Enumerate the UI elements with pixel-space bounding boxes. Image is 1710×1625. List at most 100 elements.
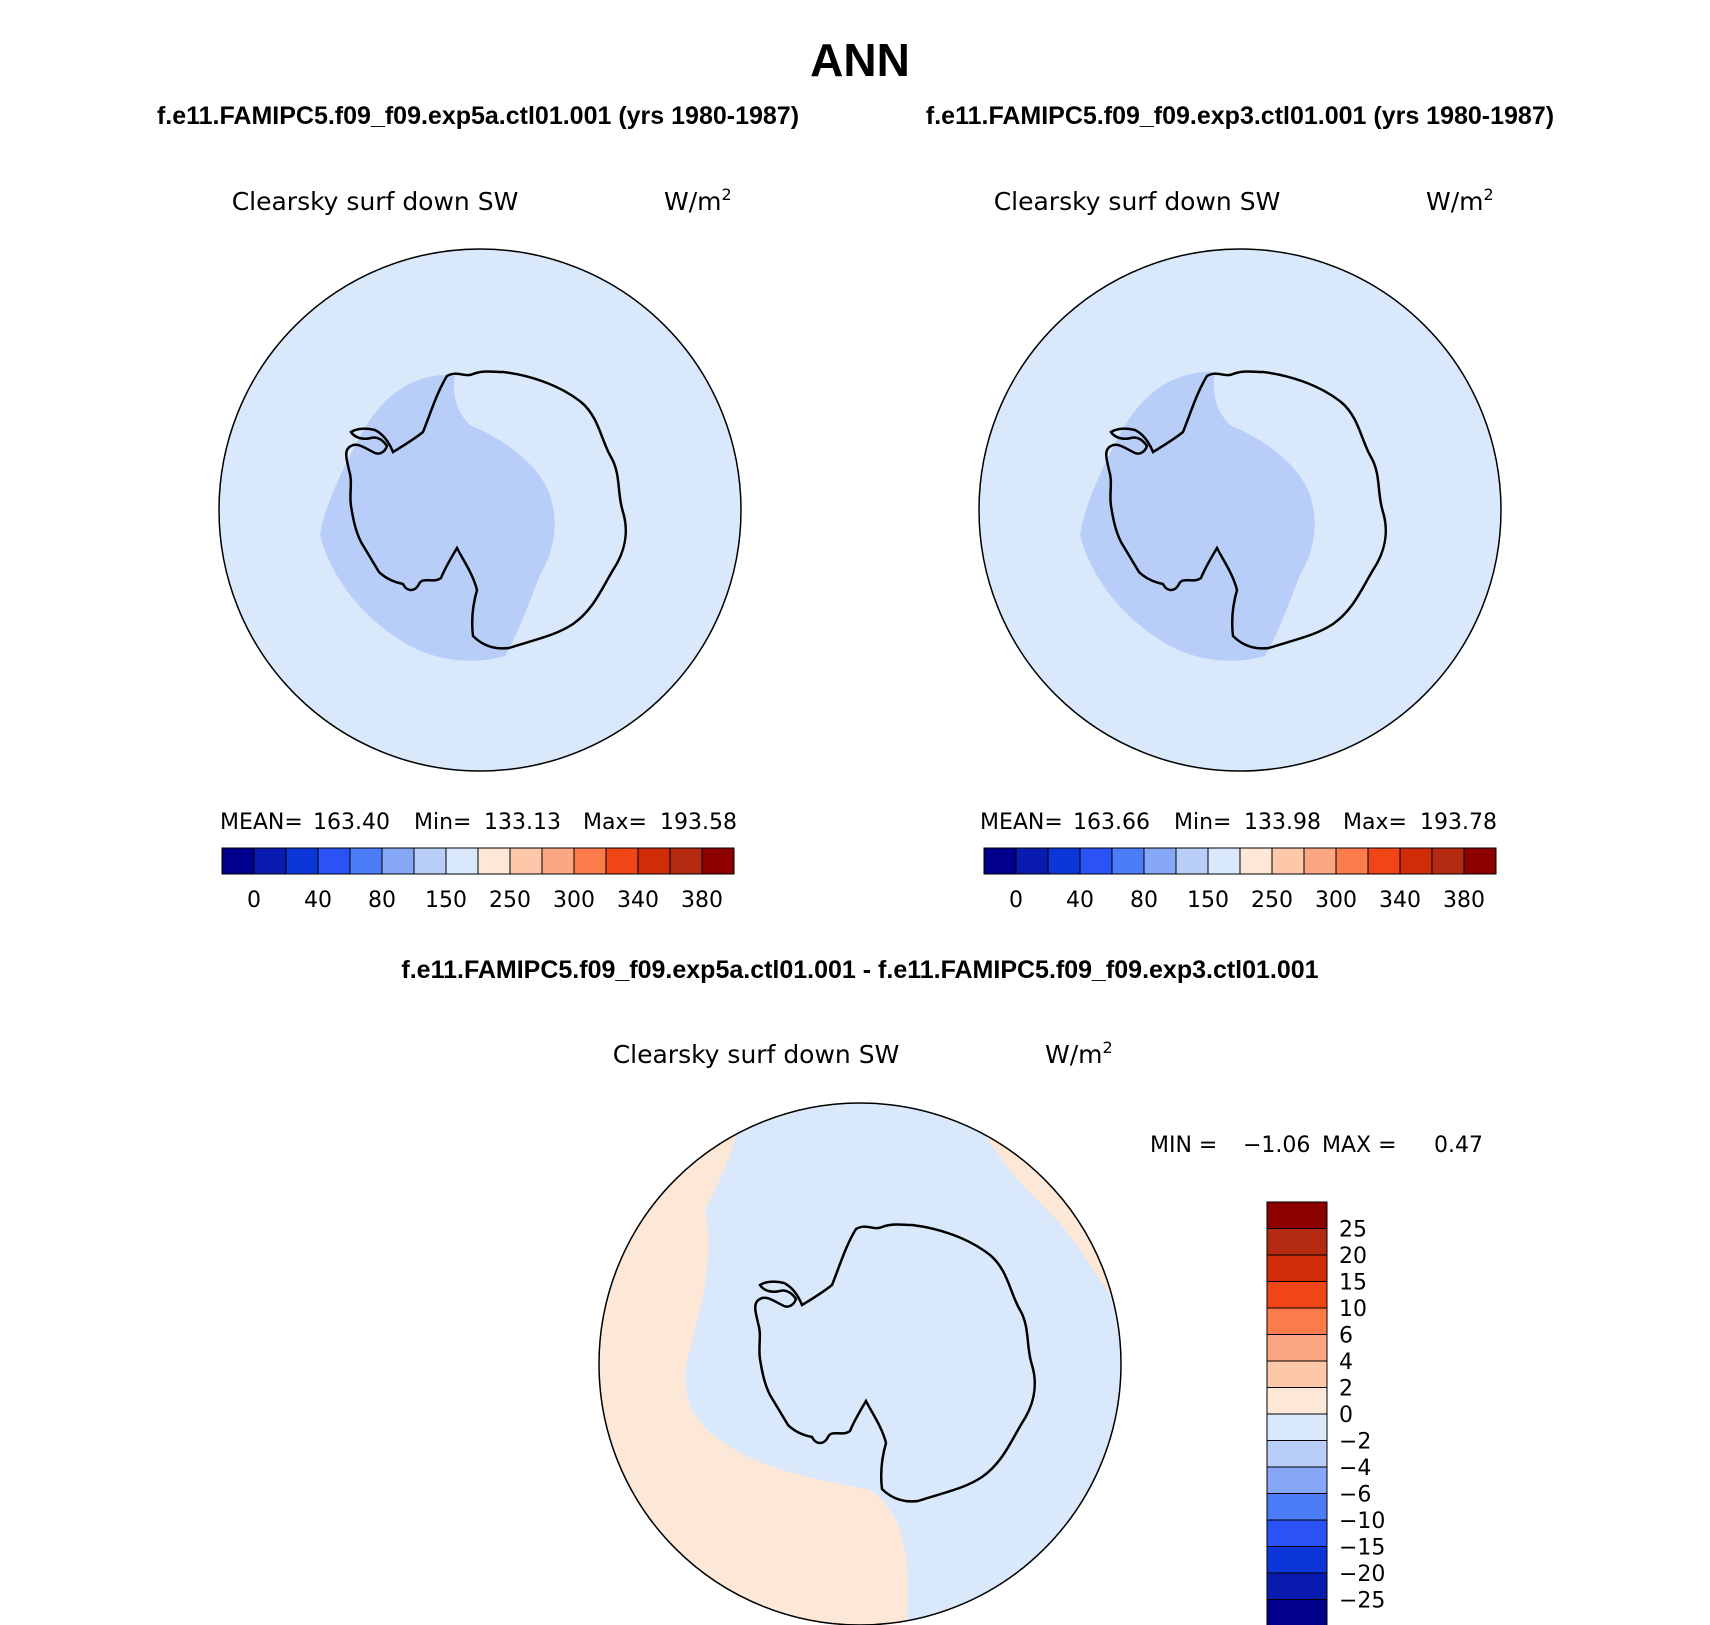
panel-b-low-region — [1080, 371, 1315, 661]
panel-b-colorbar-swatch — [983, 847, 1017, 875]
panel-a-min-label: Min= — [414, 810, 471, 835]
panel-case-a: Clearsky surf down SW W/m2 MEAN= 163.40 … — [218, 185, 742, 913]
panel-a-colorbar-swatch — [413, 847, 447, 875]
panel-b-colorbar-swatch — [1143, 847, 1177, 875]
panel-b-mean-value: 163.66 — [1073, 810, 1150, 835]
panel-d-stats: MIN = −1.06 MAX = 0.47 — [1150, 1133, 1483, 1158]
panel-a-low-region — [320, 374, 555, 661]
panel-d-colorbar-swatch — [1266, 1546, 1328, 1574]
panel-b-max-value: 193.78 — [1420, 810, 1497, 835]
panel-d-colorbar-swatch — [1266, 1254, 1328, 1282]
panel-d-colorbar-swatch — [1266, 1493, 1328, 1521]
panel-d-colorbar-swatch — [1266, 1281, 1328, 1309]
panel-d-colorbar-tick-label: −6 — [1339, 1483, 1371, 1508]
panel-d-colorbar-swatch — [1266, 1572, 1328, 1600]
panel-b-variable: Clearsky surf down SW — [994, 187, 1281, 216]
panel-a-colorbar-tick-label: 380 — [681, 888, 723, 913]
case-a-title: f.e11.FAMIPC5.f09_f09.exp5a.ctl01.001 (y… — [157, 102, 799, 130]
panel-b-max-label: Max= — [1343, 810, 1407, 835]
panel-d-colorbar-swatch — [1266, 1599, 1328, 1625]
panel-d-min-label: MIN = — [1150, 1133, 1217, 1158]
panel-b-colorbar-swatch — [1111, 847, 1145, 875]
case-b-title: f.e11.FAMIPC5.f09_f09.exp3.ctl01.001 (yr… — [926, 102, 1554, 130]
figure-title: ANN — [810, 34, 910, 86]
panel-b-colorbar-swatch — [1399, 847, 1433, 875]
panel-b-colorbar-tick-label: 380 — [1443, 888, 1485, 913]
panel-d-colorbar-tick-label: 15 — [1339, 1271, 1367, 1296]
panel-b-colorbar-tick-label: 300 — [1315, 888, 1357, 913]
panel-a-colorbar-swatch — [349, 847, 383, 875]
panel-d-colorbar-tick-label: 2 — [1339, 1377, 1353, 1402]
panel-b-colorbar-tick-label: 340 — [1379, 888, 1421, 913]
panel-b-colorbar-swatch — [1239, 847, 1273, 875]
panel-a-mean-label: MEAN= — [220, 810, 303, 835]
panel-b-colorbar-swatch — [1175, 847, 1209, 875]
panel-b-stats: MEAN= 163.66 Min= 133.98 Max= 193.78 — [980, 810, 1497, 835]
panel-d-colorbar-swatch — [1266, 1413, 1328, 1441]
panel-a-stats: MEAN= 163.40 Min= 133.13 Max= 193.58 — [220, 810, 737, 835]
panel-d-positive-west — [599, 1103, 909, 1625]
panel-b-colorbar-tick-label: 40 — [1066, 888, 1094, 913]
panel-b-map-border — [978, 248, 1502, 772]
panel-a-colorbar-tick-label: 300 — [553, 888, 595, 913]
panel-b-colorbar-swatch — [1271, 847, 1305, 875]
panel-d-colorbar-tick-label: 20 — [1339, 1244, 1367, 1269]
panel-a-colorbar-tick-label: 80 — [368, 888, 396, 913]
panel-d-colorbar-swatch — [1266, 1519, 1328, 1547]
panel-a-colorbar-tick-label: 150 — [425, 888, 467, 913]
panel-b-colorbar-swatch — [1431, 847, 1465, 875]
panel-d-colorbar-swatch — [1266, 1228, 1328, 1256]
panel-d-variable: Clearsky surf down SW — [613, 1040, 900, 1069]
panel-a-colorbar-swatch — [541, 847, 575, 875]
panel-d-colorbar-tick-label: −25 — [1339, 1589, 1385, 1614]
panel-a-colorbar-tick-label: 0 — [247, 888, 261, 913]
panel-a-colorbar-swatch — [477, 847, 511, 875]
panel-a-colorbar-swatch — [445, 847, 479, 875]
panel-a-colorbar-swatch — [317, 847, 351, 875]
panel-a-max-label: Max= — [583, 810, 647, 835]
panel-d-colorbar-tick-label: −2 — [1339, 1430, 1371, 1455]
panel-difference: Clearsky surf down SW W/m2 MIN = −1.06 M… — [598, 1038, 1483, 1625]
panel-d-colorbar-tick-label: −10 — [1339, 1509, 1385, 1534]
panel-d-colorbar-swatch — [1266, 1360, 1328, 1388]
panel-d-colorbar-tick-label: 0 — [1339, 1403, 1353, 1428]
panel-a-max-value: 193.58 — [660, 810, 737, 835]
panel-d-colorbar-swatch — [1266, 1307, 1328, 1335]
panel-d-colorbar-tick-label: 25 — [1339, 1218, 1367, 1243]
panel-a-variable: Clearsky surf down SW — [232, 187, 519, 216]
panel-d-units: W/m2 — [1045, 1038, 1113, 1069]
panel-b-colorbar-swatch — [1079, 847, 1113, 875]
panel-b-colorbar-swatch — [1015, 847, 1049, 875]
panel-a-map-border — [218, 248, 742, 772]
panel-d-colorbar-tick-label: 4 — [1339, 1350, 1353, 1375]
panel-d-colorbar-tick-label: 6 — [1339, 1324, 1353, 1349]
panel-a-colorbar-swatch — [605, 847, 639, 875]
panel-d-colorbar-swatch — [1266, 1387, 1328, 1415]
panel-a-units: W/m2 — [664, 185, 732, 216]
panel-d-colorbar-swatch — [1266, 1334, 1328, 1362]
panel-b-colorbar-swatch — [1207, 847, 1241, 875]
panel-d-colorbar-swatch — [1266, 1466, 1328, 1494]
panel-b-min-value: 133.98 — [1244, 810, 1321, 835]
panel-a-colorbar-tick-label: 340 — [617, 888, 659, 913]
panel-a-map — [219, 249, 741, 771]
panel-a-colorbar-swatch — [637, 847, 671, 875]
panel-a-colorbar-swatch — [701, 847, 735, 875]
panel-b-units: W/m2 — [1426, 185, 1494, 216]
panel-a-colorbar-tick-label: 250 — [489, 888, 531, 913]
panel-d-colorbar-tick-label: −20 — [1339, 1562, 1385, 1587]
panel-b-colorbar-tick-label: 150 — [1187, 888, 1229, 913]
panel-a-colorbar-swatch — [221, 847, 255, 875]
panel-b-colorbar-swatch — [1367, 847, 1401, 875]
panel-b-mean-label: MEAN= — [980, 810, 1063, 835]
difference-title: f.e11.FAMIPC5.f09_f09.exp5a.ctl01.001 - … — [401, 956, 1318, 984]
panel-d-colorbar-swatch — [1266, 1201, 1328, 1229]
panel-d-colorbar-tick-label: 10 — [1339, 1297, 1367, 1322]
panel-d-max-label: MAX = — [1322, 1133, 1397, 1158]
panel-a-colorbar-swatch — [285, 847, 319, 875]
panel-d-min-value: −1.06 — [1243, 1133, 1310, 1158]
panel-b-colorbar: 0 40 80 150 250 300 340 380 — [983, 847, 1497, 913]
panel-a-min-value: 133.13 — [484, 810, 561, 835]
panel-a-colorbar: 0 40 80 150 250 300 340 380 — [221, 847, 735, 913]
